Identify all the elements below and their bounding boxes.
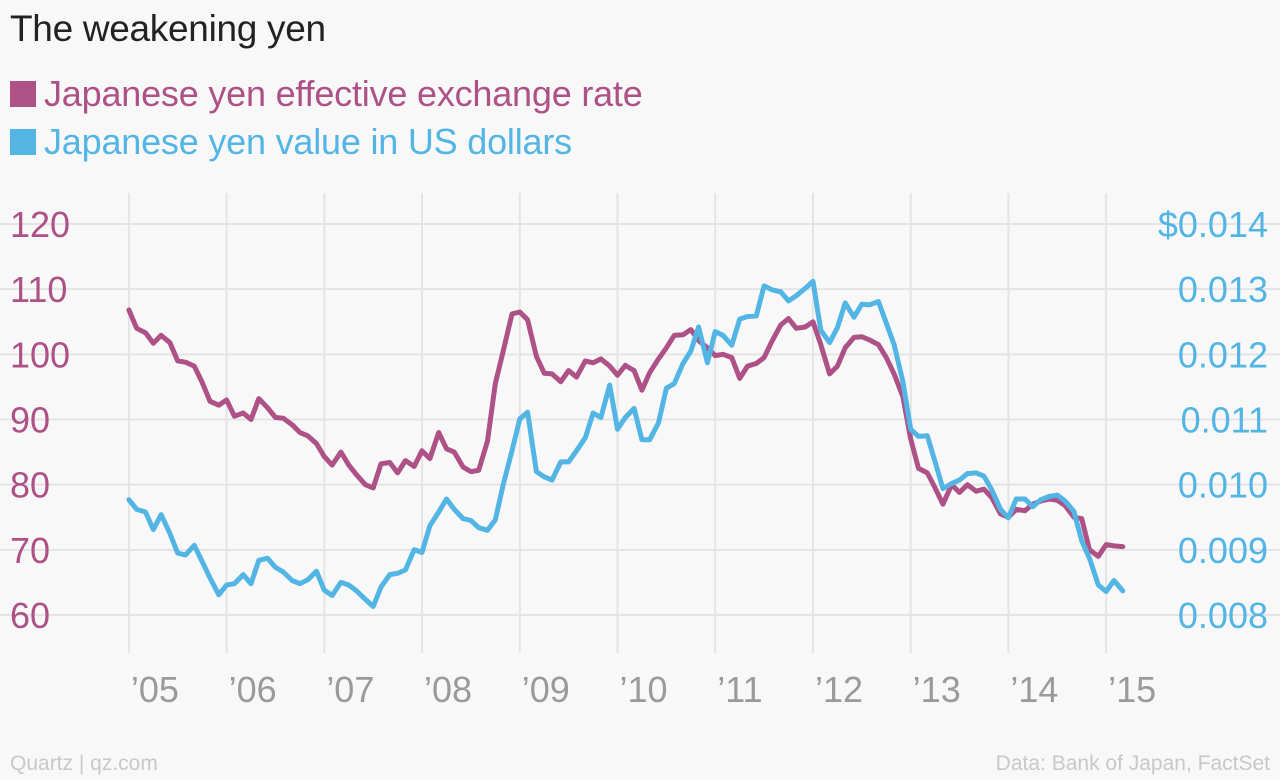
data-source: Data: Bank of Japan, FactSet: [995, 752, 1270, 775]
y-right-tick-label: 0.013: [1178, 269, 1268, 310]
legend-swatch-effective-rate: [10, 81, 36, 107]
y-right-tick-label: $0.014: [1158, 204, 1268, 245]
y-left-tick-label: 60: [10, 595, 50, 636]
x-tick-label: ’11: [717, 669, 762, 710]
x-tick-label: ’09: [522, 669, 570, 710]
y-left-tick-label: 110: [10, 269, 67, 310]
y-left-tick-label: 120: [10, 204, 70, 245]
y-right-tick-label: 0.008: [1178, 595, 1268, 636]
chart-title: The weakening yen: [10, 8, 326, 49]
legend-swatch-usd-value: [10, 129, 36, 155]
x-tick-label: ’07: [326, 669, 374, 710]
legend-item-usd-value: Japanese yen value in US dollars: [10, 118, 643, 166]
y-right-tick-label: 0.012: [1178, 334, 1268, 375]
y-right-tick-label: 0.010: [1178, 465, 1268, 506]
x-tick-label: ’12: [815, 669, 863, 710]
series-line-effective-rate: [126, 307, 1126, 559]
x-tick-label: ’13: [913, 669, 961, 710]
x-tick-label: ’06: [229, 669, 277, 710]
x-tick-label: ’14: [1010, 669, 1058, 710]
legend-item-effective-rate: Japanese yen effective exchange rate: [10, 70, 643, 118]
x-tick-label: ’05: [131, 669, 179, 710]
x-tick-label: ’15: [1108, 669, 1156, 710]
y-right-tick-label: 0.011: [1181, 400, 1268, 441]
x-tick-label: ’08: [424, 669, 472, 710]
y-left-tick-label: 70: [10, 530, 50, 571]
legend: Japanese yen effective exchange rate Jap…: [10, 70, 643, 166]
y-left-tick-label: 100: [10, 334, 70, 375]
series-line-usd-value: [126, 278, 1126, 609]
source-credit: Quartz | qz.com: [10, 752, 158, 775]
x-tick-label: ’10: [620, 669, 668, 710]
y-right-tick-label: 0.009: [1178, 530, 1268, 571]
y-left-tick-label: 80: [10, 465, 50, 506]
legend-label-effective-rate: Japanese yen effective exchange rate: [44, 73, 643, 114]
legend-label-usd-value: Japanese yen value in US dollars: [44, 121, 572, 162]
y-left-tick-label: 90: [10, 400, 50, 441]
